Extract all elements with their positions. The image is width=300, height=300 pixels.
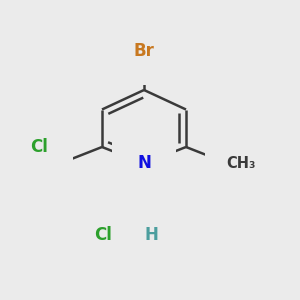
Text: N: N	[137, 154, 151, 172]
Text: Br: Br	[134, 42, 154, 60]
Text: Cl: Cl	[30, 138, 48, 156]
Text: H: H	[145, 226, 158, 244]
Text: CH₃: CH₃	[226, 156, 256, 171]
Text: Cl: Cl	[94, 226, 112, 244]
